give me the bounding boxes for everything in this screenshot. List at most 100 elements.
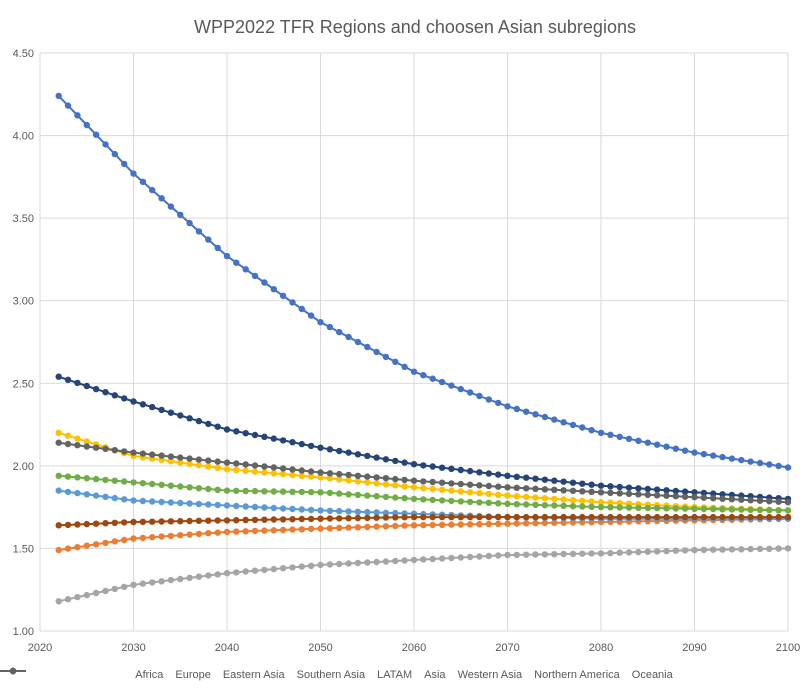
data-point bbox=[364, 343, 371, 351]
data-point bbox=[597, 429, 605, 436]
data-point bbox=[420, 485, 427, 492]
data-point bbox=[102, 476, 109, 484]
data-point bbox=[663, 513, 670, 521]
data-point bbox=[438, 513, 446, 521]
data-point bbox=[504, 500, 511, 507]
data-point bbox=[158, 452, 165, 459]
data-point bbox=[560, 519, 567, 526]
data-point bbox=[495, 399, 502, 407]
data-point bbox=[214, 517, 221, 524]
data-point bbox=[158, 533, 165, 540]
data-point bbox=[74, 435, 81, 442]
data-point bbox=[111, 519, 119, 526]
data-point bbox=[784, 464, 792, 471]
data-point bbox=[504, 551, 511, 559]
data-point bbox=[541, 551, 549, 558]
y-tick-label: 2.00 bbox=[13, 461, 34, 473]
data-point bbox=[336, 476, 343, 483]
data-point bbox=[625, 435, 633, 442]
data-point bbox=[392, 457, 399, 465]
data-point bbox=[588, 488, 595, 495]
data-point bbox=[364, 523, 371, 531]
data-point bbox=[242, 461, 249, 468]
data-point bbox=[710, 505, 717, 513]
data-point bbox=[466, 389, 474, 396]
data-point bbox=[373, 474, 380, 481]
data-point bbox=[223, 426, 231, 433]
data-point bbox=[523, 485, 530, 492]
data-point bbox=[738, 506, 745, 513]
data-point bbox=[597, 499, 605, 506]
data-point bbox=[738, 513, 745, 521]
data-point bbox=[279, 526, 287, 534]
data-point bbox=[223, 487, 231, 494]
data-point bbox=[476, 469, 483, 476]
data-point bbox=[214, 529, 221, 536]
data-point bbox=[457, 480, 464, 488]
data-point bbox=[485, 470, 492, 477]
data-point bbox=[457, 498, 464, 505]
x-tick-label: 2070 bbox=[495, 642, 519, 654]
data-point bbox=[261, 488, 268, 495]
data-point bbox=[261, 469, 268, 476]
data-point bbox=[83, 475, 91, 482]
data-point bbox=[681, 547, 689, 554]
x-tick-label: 2090 bbox=[682, 642, 706, 654]
data-point bbox=[186, 455, 193, 462]
data-point bbox=[364, 559, 371, 566]
data-point bbox=[607, 499, 614, 506]
legend-label: Asia bbox=[424, 669, 446, 681]
data-point bbox=[177, 532, 184, 539]
data-point bbox=[326, 561, 334, 568]
data-point bbox=[167, 532, 175, 540]
data-point bbox=[635, 548, 642, 556]
data-point bbox=[55, 92, 62, 100]
x-tick-label: 2040 bbox=[215, 642, 239, 654]
data-point bbox=[401, 522, 408, 529]
data-point bbox=[242, 568, 249, 575]
data-point bbox=[289, 516, 296, 523]
data-point bbox=[756, 506, 764, 514]
data-point bbox=[354, 524, 362, 531]
data-point bbox=[476, 489, 483, 497]
data-point bbox=[242, 430, 249, 437]
data-point bbox=[158, 195, 165, 202]
data-point bbox=[223, 517, 231, 524]
data-point bbox=[336, 524, 343, 532]
data-point bbox=[74, 112, 81, 119]
data-point bbox=[177, 575, 184, 583]
data-point bbox=[382, 456, 390, 463]
data-point bbox=[345, 524, 352, 531]
data-point bbox=[401, 557, 408, 564]
data-point bbox=[130, 398, 137, 405]
data-point bbox=[747, 513, 754, 521]
data-point bbox=[111, 447, 119, 454]
data-point bbox=[251, 567, 259, 574]
data-point bbox=[373, 558, 380, 566]
data-point bbox=[326, 475, 334, 482]
data-point bbox=[579, 480, 586, 487]
data-point bbox=[663, 443, 670, 450]
data-point bbox=[336, 328, 343, 336]
data-point bbox=[354, 338, 362, 346]
data-point bbox=[532, 475, 539, 482]
data-point bbox=[307, 442, 315, 450]
data-point bbox=[64, 376, 72, 383]
data-point bbox=[214, 501, 221, 509]
data-point bbox=[55, 472, 62, 479]
data-point bbox=[298, 563, 305, 570]
data-point bbox=[195, 456, 203, 463]
data-point bbox=[83, 591, 91, 599]
data-point bbox=[429, 496, 436, 504]
data-point bbox=[233, 460, 240, 467]
data-point bbox=[261, 566, 268, 574]
data-point bbox=[457, 488, 464, 495]
data-point bbox=[167, 453, 175, 460]
data-point bbox=[607, 483, 614, 490]
data-point bbox=[205, 463, 212, 470]
data-point bbox=[307, 562, 315, 569]
data-point bbox=[158, 406, 165, 414]
data-point bbox=[766, 506, 773, 514]
data-point bbox=[579, 513, 586, 521]
data-point bbox=[317, 489, 324, 496]
